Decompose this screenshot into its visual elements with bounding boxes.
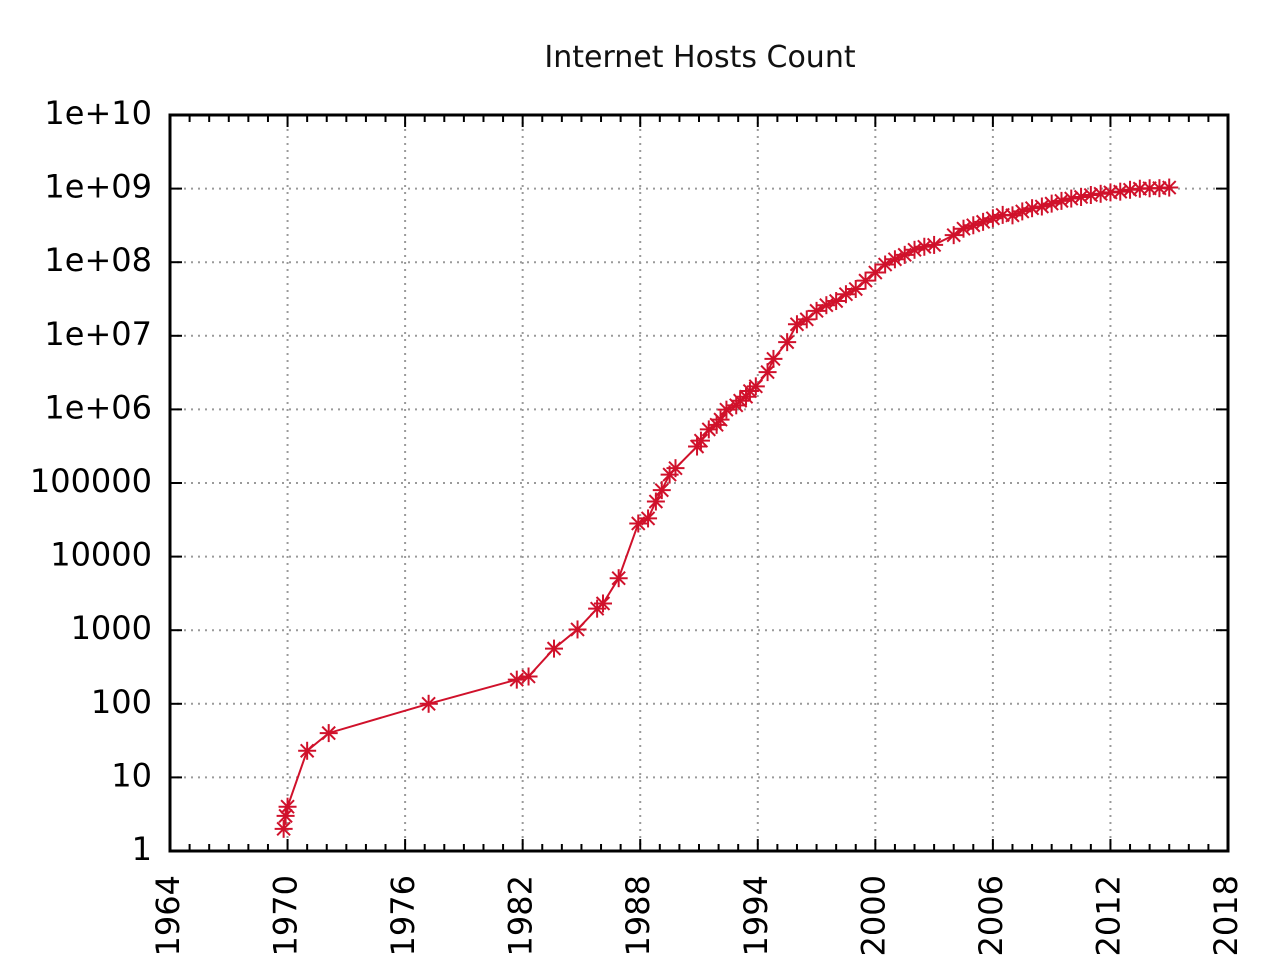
x-tick-label: 2000: [854, 875, 892, 956]
data-point: [876, 255, 895, 274]
data-point: [925, 235, 944, 254]
y-tick-label: 1e+10: [44, 94, 152, 132]
data-point: [778, 333, 797, 352]
grid-lines: [170, 115, 1228, 851]
y-tick-label: 100: [91, 683, 152, 721]
data-point: [298, 741, 317, 760]
plot-frame: [168, 113, 1230, 853]
data-point: [652, 481, 671, 500]
y-tick-label: 100000: [30, 462, 152, 500]
data-point: [593, 594, 612, 613]
y-tick-label: 1e+08: [44, 241, 152, 279]
data-point: [691, 431, 710, 450]
data-point: [711, 410, 730, 429]
data-point: [319, 724, 338, 743]
data-point: [1160, 178, 1179, 197]
x-tick-label: 1994: [737, 875, 775, 956]
x-tick-label: 2018: [1207, 875, 1245, 956]
x-tick-label: 1982: [502, 875, 540, 956]
data-point: [746, 377, 765, 396]
data-point: [1081, 186, 1100, 205]
data-point: [639, 509, 658, 528]
series-hosts-count: [274, 178, 1179, 838]
x-tick-label: 2006: [972, 875, 1010, 956]
x-axis-tick-labels: 1964 1970 1976 1982 1988 1994 2000 2006 2012 2018: [149, 875, 1245, 956]
data-point: [278, 797, 297, 816]
y-tick-label: 1e+09: [44, 168, 152, 206]
y-tick-label: 1: [132, 830, 152, 868]
data-point: [519, 667, 538, 686]
data-point: [764, 349, 783, 368]
y-tick-label: 10: [111, 756, 152, 794]
data-point: [274, 819, 293, 838]
data-point: [629, 514, 648, 533]
x-tick-label: 1988: [619, 875, 657, 956]
y-axis-tick-labels: 1 10 100 1000 10000 100000 1e+06 1e+07 1e+08 1e+0…: [30, 94, 152, 868]
data-point: [666, 459, 685, 478]
x-tick-label: 1964: [149, 875, 187, 956]
x-tick-label: 1976: [384, 875, 422, 956]
data-point: [866, 263, 885, 282]
data-point: [807, 301, 826, 320]
y-tick-label: 10000: [50, 536, 152, 574]
data-point: [737, 387, 756, 406]
data-point: [419, 694, 438, 713]
y-tick-label: 1000: [71, 609, 152, 647]
data-point: [856, 271, 875, 290]
y-tick-label: 1e+06: [44, 388, 152, 426]
x-tick-label: 2012: [1089, 875, 1127, 956]
data-point: [545, 639, 564, 658]
data-point: [836, 285, 855, 304]
data-point: [699, 420, 718, 439]
data-point: [507, 670, 526, 689]
series-line: [282, 186, 1170, 829]
x-tick-label: 1970: [267, 875, 305, 956]
y-tick-label: 1e+07: [44, 315, 152, 353]
data-point: [609, 569, 628, 588]
data-point: [568, 620, 587, 639]
data-point: [895, 245, 914, 264]
chart-title: Internet Hosts Count: [544, 40, 855, 75]
data-point: [827, 292, 846, 311]
data-point: [758, 363, 777, 382]
data-point: [1121, 180, 1140, 199]
data-point: [944, 226, 963, 245]
